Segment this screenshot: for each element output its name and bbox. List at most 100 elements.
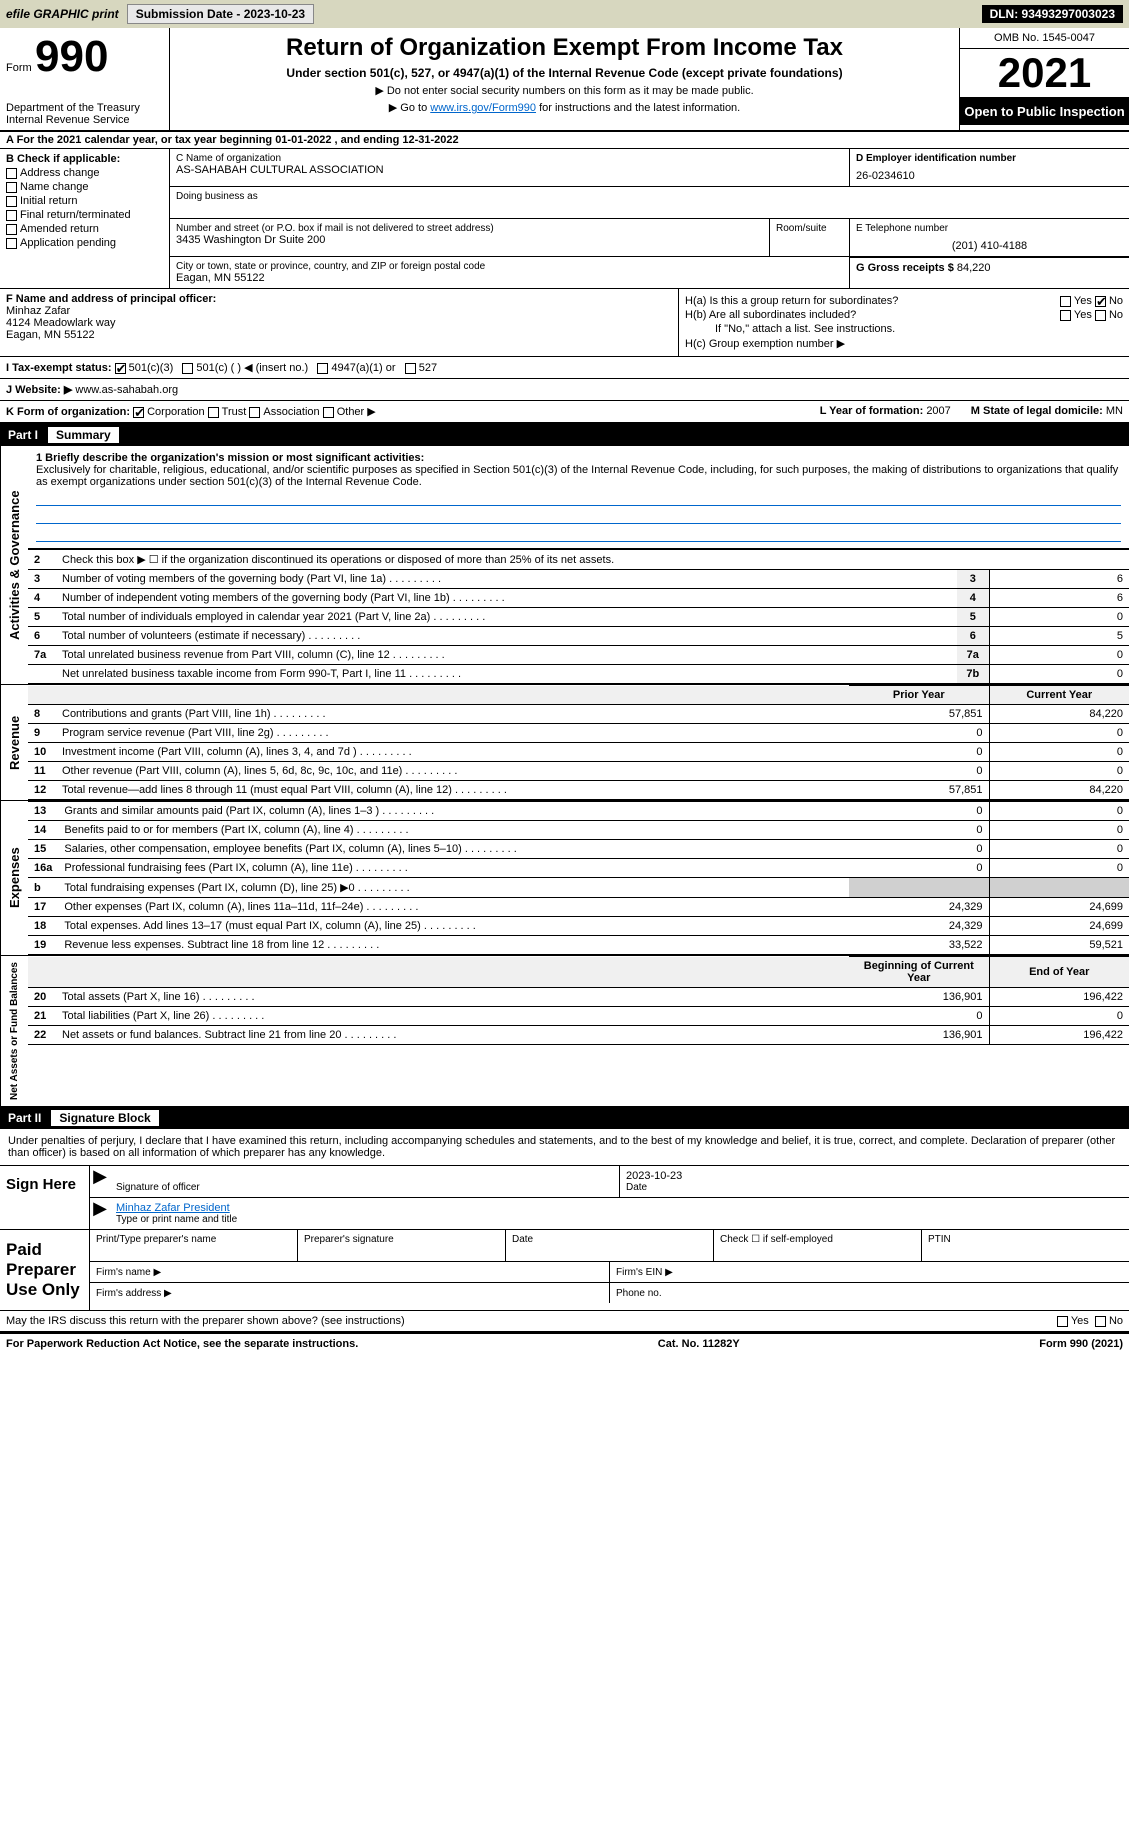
netassets-table: Beginning of Current YearEnd of Year20To… xyxy=(28,956,1129,1045)
city-value: Eagan, MN 55122 xyxy=(176,272,849,284)
submission-date-button[interactable]: Submission Date - 2023-10-23 xyxy=(127,4,314,24)
gross-value: 84,220 xyxy=(957,262,991,274)
chk-trust[interactable] xyxy=(208,407,219,418)
side-expenses: Expenses xyxy=(0,801,28,955)
chk-name-change[interactable] xyxy=(6,182,17,193)
arrow-icon: ▶ xyxy=(90,1166,110,1197)
officer-label: F Name and address of principal officer: xyxy=(6,293,672,305)
sig-date: 2023-10-23 xyxy=(626,1170,1123,1182)
governance-table: 2Check this box ▶ ☐ if the organization … xyxy=(28,549,1129,684)
paid-prep-label: Paid Preparer Use Only xyxy=(0,1230,90,1310)
open-public-badge: Open to Public Inspection xyxy=(960,98,1129,125)
officer-addr1: 4124 Meadowlark way xyxy=(6,317,672,329)
mission-label: 1 Briefly describe the organization's mi… xyxy=(36,452,1121,464)
officer-name: Minhaz Zafar xyxy=(6,305,672,317)
street-value: 3435 Washington Dr Suite 200 xyxy=(176,234,769,246)
omb-number: OMB No. 1545-0047 xyxy=(960,28,1129,49)
chk-final-return[interactable] xyxy=(6,210,17,221)
state-domicile: MN xyxy=(1106,405,1123,417)
section-a: A For the 2021 calendar year, or tax yea… xyxy=(0,132,1129,149)
note-goto: ▶ Go to www.irs.gov/Form990 for instruct… xyxy=(180,101,949,114)
date-label: Date xyxy=(626,1182,1123,1193)
hb-label: H(b) Are all subordinates included? xyxy=(685,309,856,321)
part1-header: Part I Summary xyxy=(0,424,1129,446)
form-number: 990 xyxy=(35,32,108,81)
ein-label: D Employer identification number xyxy=(856,153,1123,164)
chk-discuss-no[interactable] xyxy=(1095,1316,1106,1327)
dln-label: DLN: 93493297003023 xyxy=(982,5,1123,23)
city-label: City or town, state or province, country… xyxy=(176,261,849,272)
form-title: Return of Organization Exempt From Incom… xyxy=(180,34,949,62)
column-b: B Check if applicable: Address change Na… xyxy=(0,149,170,288)
part2-header: Part II Signature Block xyxy=(0,1107,1129,1129)
chk-other[interactable] xyxy=(323,407,334,418)
form-ref: Form 990 (2021) xyxy=(1039,1338,1123,1350)
expenses-section: Expenses 13Grants and similar amounts pa… xyxy=(0,801,1129,956)
row-k: K Form of organization: Corporation Trus… xyxy=(0,401,1129,424)
row-j: J Website: ▶ www.as-sahabah.org xyxy=(0,379,1129,401)
dept-label: Department of the Treasury xyxy=(6,102,163,114)
mission-text: Exclusively for charitable, religious, e… xyxy=(36,464,1121,488)
chk-initial-return[interactable] xyxy=(6,196,17,207)
block-fgh: F Name and address of principal officer:… xyxy=(0,289,1129,357)
side-revenue: Revenue xyxy=(0,685,28,800)
ein-value: 26-0234610 xyxy=(856,170,1123,182)
dba-label: Doing business as xyxy=(176,191,849,202)
discuss-row: May the IRS discuss this return with the… xyxy=(0,1311,1129,1333)
paperwork-notice: For Paperwork Reduction Act Notice, see … xyxy=(6,1338,358,1350)
org-name: AS-SAHABAH CULTURAL ASSOCIATION xyxy=(176,164,849,176)
hb-note: If "No," attach a list. See instructions… xyxy=(685,323,1123,335)
tax-year: 2021 xyxy=(960,49,1129,98)
website-value: www.as-sahabah.org xyxy=(75,384,178,396)
chk-amended[interactable] xyxy=(6,224,17,235)
chk-501c[interactable] xyxy=(182,363,193,374)
sign-here-block: Sign Here ▶ Signature of officer 2023-10… xyxy=(0,1166,1129,1230)
chk-ha-yes[interactable] xyxy=(1060,296,1071,307)
page-footer: For Paperwork Reduction Act Notice, see … xyxy=(0,1333,1129,1354)
row-i: I Tax-exempt status: 501(c)(3) 501(c) ( … xyxy=(0,357,1129,379)
revenue-table: Prior YearCurrent Year8Contributions and… xyxy=(28,685,1129,800)
chk-corp[interactable] xyxy=(133,407,144,418)
governance-section: Activities & Governance 1 Briefly descri… xyxy=(0,446,1129,685)
form-header: Form 990 Department of the Treasury Inte… xyxy=(0,28,1129,132)
chk-app-pending[interactable] xyxy=(6,238,17,249)
chk-assoc[interactable] xyxy=(249,407,260,418)
side-netassets: Net Assets or Fund Balances xyxy=(0,956,28,1106)
room-label: Room/suite xyxy=(776,223,843,234)
revenue-section: Revenue Prior YearCurrent Year8Contribut… xyxy=(0,685,1129,801)
sign-here-label: Sign Here xyxy=(0,1166,90,1229)
year-formation: 2007 xyxy=(926,405,950,417)
chk-discuss-yes[interactable] xyxy=(1057,1316,1068,1327)
note-ssn: ▶ Do not enter social security numbers o… xyxy=(180,84,949,97)
top-bar: efile GRAPHIC print Submission Date - 20… xyxy=(0,0,1129,28)
officer-name-link[interactable]: Minhaz Zafar President xyxy=(116,1202,230,1214)
sig-officer-label: Signature of officer xyxy=(116,1182,613,1193)
chk-address-change[interactable] xyxy=(6,168,17,179)
side-governance: Activities & Governance xyxy=(0,446,28,684)
gross-label: G Gross receipts $ xyxy=(856,262,954,274)
name-title-label: Type or print name and title xyxy=(116,1214,1123,1225)
column-c: C Name of organization AS-SAHABAH CULTUR… xyxy=(170,149,1129,288)
expenses-table: 13Grants and similar amounts paid (Part … xyxy=(28,801,1129,955)
phone-label: E Telephone number xyxy=(856,223,1123,234)
hc-label: H(c) Group exemption number ▶ xyxy=(685,337,1123,350)
phone-value: (201) 410-4188 xyxy=(856,240,1123,252)
officer-addr2: Eagan, MN 55122 xyxy=(6,329,672,341)
street-label: Number and street (or P.O. box if mail i… xyxy=(176,223,769,234)
cat-number: Cat. No. 11282Y xyxy=(658,1338,740,1350)
chk-ha-no[interactable] xyxy=(1095,296,1106,307)
org-name-label: C Name of organization xyxy=(176,153,849,164)
chk-hb-yes[interactable] xyxy=(1060,310,1071,321)
paid-preparer-block: Paid Preparer Use Only Print/Type prepar… xyxy=(0,1230,1129,1311)
chk-4947[interactable] xyxy=(317,363,328,374)
arrow-icon: ▶ xyxy=(90,1198,110,1229)
block-bc: B Check if applicable: Address change Na… xyxy=(0,149,1129,289)
col-b-title: B Check if applicable: xyxy=(6,153,163,165)
form-subtitle: Under section 501(c), 527, or 4947(a)(1)… xyxy=(180,66,949,80)
chk-527[interactable] xyxy=(405,363,416,374)
netassets-section: Net Assets or Fund Balances Beginning of… xyxy=(0,956,1129,1107)
irs-link[interactable]: www.irs.gov/Form990 xyxy=(430,102,536,114)
chk-hb-no[interactable] xyxy=(1095,310,1106,321)
irs-label: Internal Revenue Service xyxy=(6,114,163,126)
chk-501c3[interactable] xyxy=(115,363,126,374)
